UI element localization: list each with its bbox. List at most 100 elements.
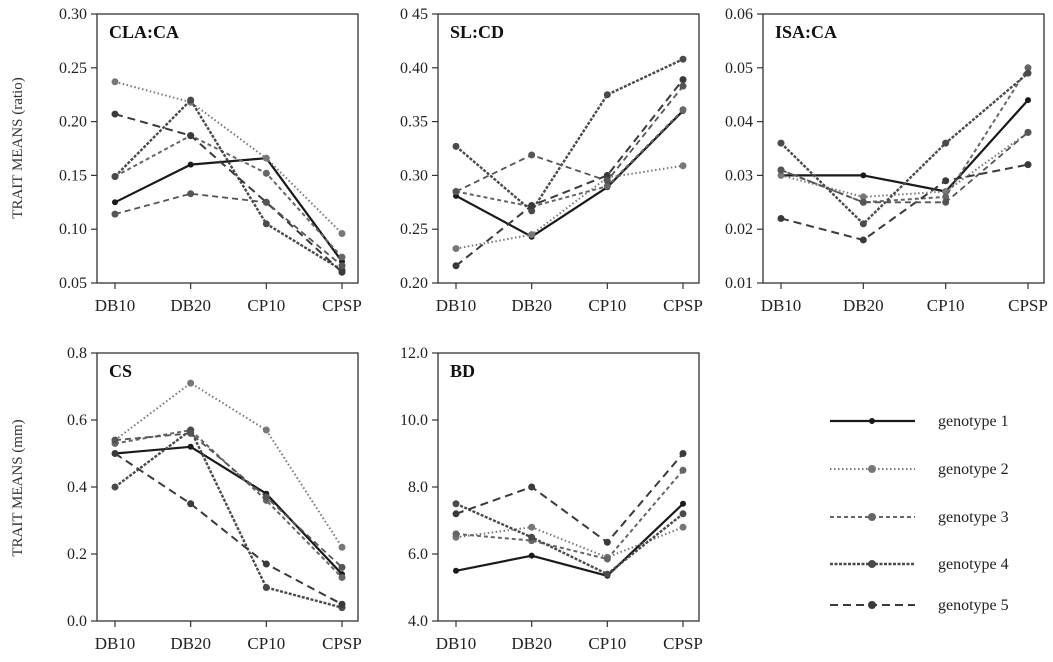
series-line [455,502,684,576]
x-tick-label: CP10 [588,634,626,653]
y-tick-label: 0.30 [59,6,87,23]
data-point [942,177,950,185]
data-point [338,253,346,261]
series-line [455,110,684,238]
x-tick-label: DB10 [436,634,477,653]
legend-item-genotype-1: genotype 1 [830,413,1009,430]
panel-cs: 0.0 0.2 0.4 0.6 0.8 DB10 DB20 CP10 CPSP CS [67,345,362,653]
legend-item-genotype-4: genotype 4 [830,556,1009,573]
data-point [603,182,611,190]
data-point [1024,64,1032,72]
x-tick-label: CPSP [663,634,703,653]
x-tick-label: DB20 [511,634,552,653]
data-point [680,500,686,507]
data-point [338,543,346,551]
y-tick-label: 0.35 [400,114,428,131]
y-tick-label: 0.0 [67,613,87,630]
y-tick-label: 8.0 [408,479,428,496]
series-line [114,134,343,258]
data-point [528,552,535,559]
x-tick-label: DB20 [170,296,211,315]
series-line [114,428,343,609]
legend-swatch-marker [868,465,876,473]
legend-swatch-marker [868,601,876,609]
data-point [603,171,611,179]
y-tick-label: 4.0 [408,613,428,630]
data-point [528,207,536,215]
x-tick-label: DB20 [170,634,211,653]
y-tick-label: 6.0 [408,546,428,563]
data-point [942,198,950,206]
data-point [777,139,785,147]
series-line [455,58,684,213]
data-point [338,262,346,270]
data-point [603,538,611,546]
y-tick-label: 0.10 [59,221,87,238]
data-point [111,110,119,118]
plot-frame [437,352,700,622]
data-point [452,510,460,518]
plot-frame [96,352,359,622]
series-line [114,192,343,267]
data-point [111,450,119,457]
y-tick-label: 0.20 [59,114,87,131]
legend-swatch-marker [869,418,875,424]
data-point [1024,128,1032,136]
legend-label: genotype 1 [938,413,1009,430]
y-tick-label: 0.2 [67,546,87,563]
data-point [603,555,611,563]
series-line [455,109,684,208]
y-tick-label: 0.03 [725,167,753,184]
legend-swatch-marker [868,560,876,568]
series-line [114,113,343,273]
data-point [859,236,867,244]
data-point [338,230,346,238]
y-tick-label: 0.6 [67,412,87,429]
data-point [679,510,687,518]
series-line [455,526,684,559]
data-point [679,106,687,114]
data-point [859,193,867,201]
panel-title: ISA:CA [775,22,837,42]
y-tick-label: 0 45 [400,6,428,23]
y-tick-label: 0.01 [725,275,753,292]
data-point [262,220,270,228]
legend-item-genotype-5: genotype 5 [830,597,1009,614]
data-point [262,493,270,501]
data-point [452,245,460,253]
data-point [187,443,194,450]
x-tick-label: DB10 [436,296,477,315]
series-line [114,98,343,272]
data-point [111,78,119,86]
y-tick-label: 0.15 [59,167,87,184]
data-point [528,533,536,541]
data-point [603,177,611,185]
data-point [679,523,687,531]
data-point [187,161,194,168]
y-axis-label-mm: TRAIT MEANS (mm) [10,419,26,556]
series-line [114,429,343,579]
panel-title: BD [450,361,475,381]
data-point [452,188,460,196]
data-point [1024,161,1032,169]
y-tick-label: 0.25 [400,221,428,238]
x-tick-label: DB20 [843,296,884,315]
data-point [603,91,611,99]
y-axis-label-ratio: TRAIT MEANS (ratio) [10,77,26,218]
data-point [262,198,270,206]
data-point [1025,97,1031,104]
series-line [455,469,684,560]
x-tick-label: DB20 [511,296,552,315]
x-tick-label: CP10 [927,296,965,315]
series-line [114,80,343,235]
data-point [942,193,950,201]
plot-frame [96,13,359,284]
series-line [114,445,343,575]
y-tick-label: 10.0 [400,412,428,429]
data-point [111,210,119,218]
data-point [453,567,459,574]
data-point [679,450,687,457]
data-point [528,483,536,491]
data-point [338,600,346,608]
legend-label: genotype 2 [938,461,1009,478]
